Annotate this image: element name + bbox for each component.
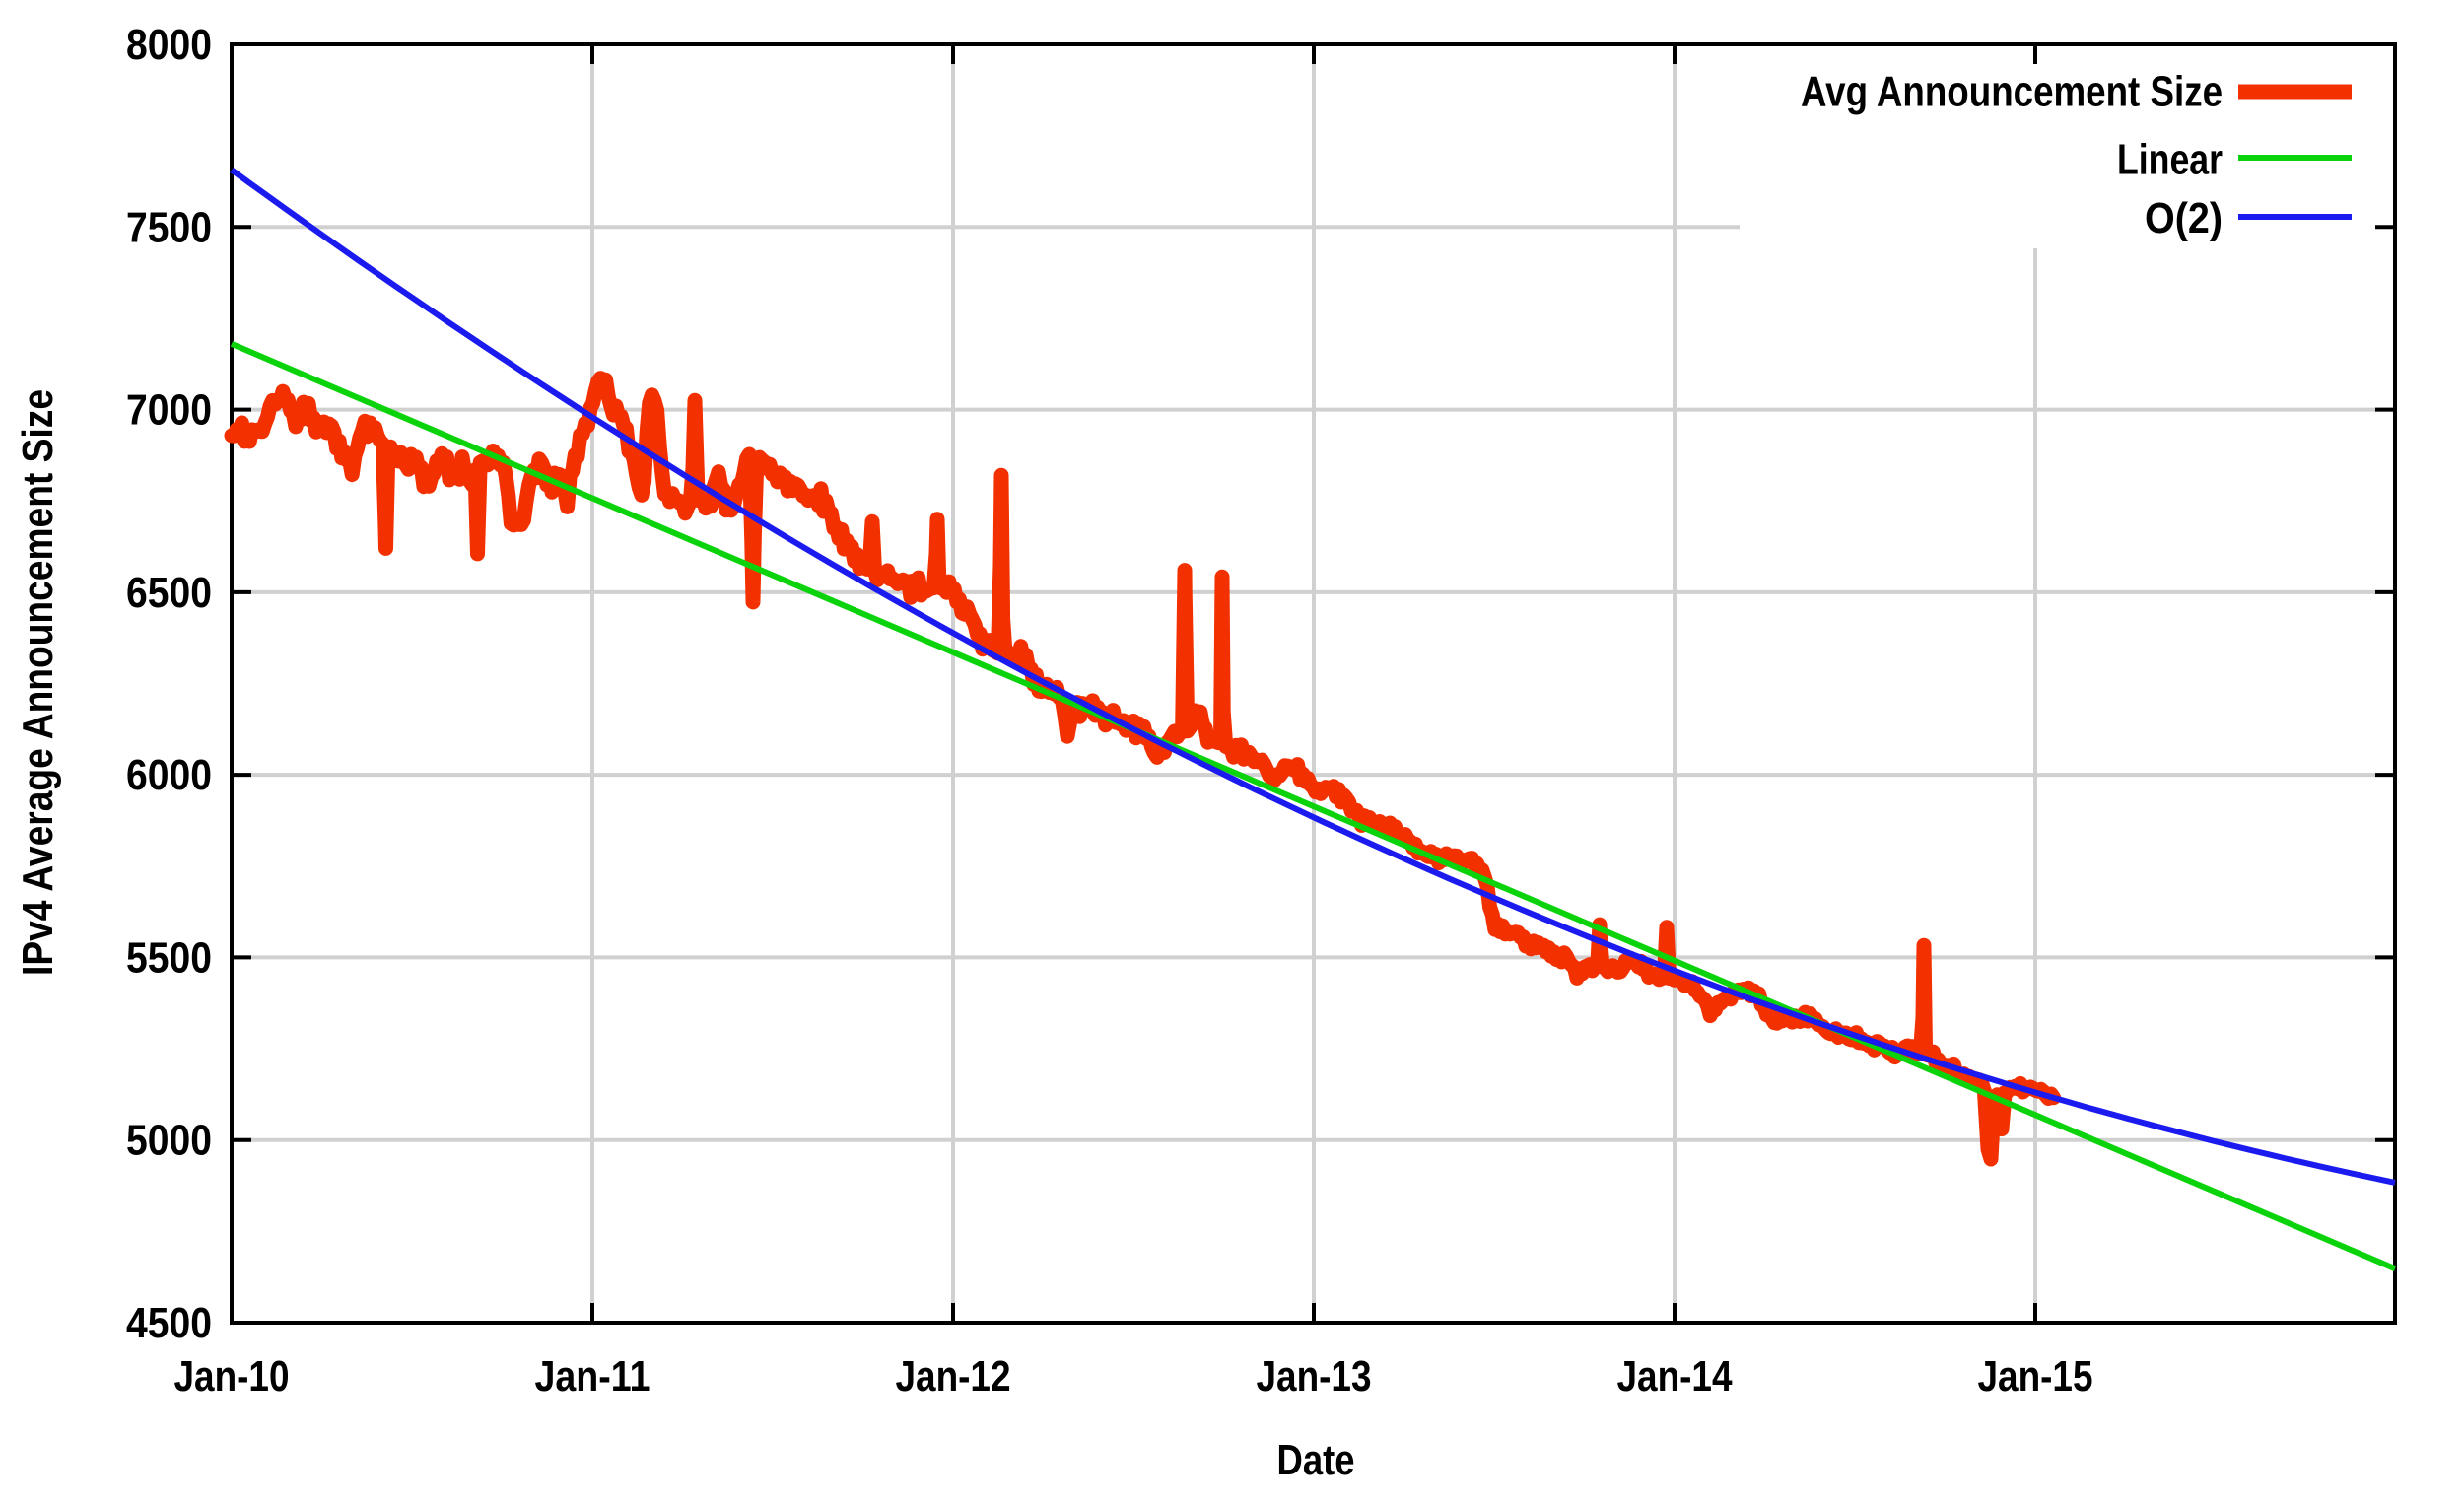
svg-text:Linear: Linear	[2117, 136, 2223, 184]
svg-text:6000: 6000	[126, 751, 212, 799]
svg-text:8000: 8000	[126, 21, 212, 69]
svg-text:O(2): O(2)	[2145, 194, 2223, 242]
svg-text:Jan-14: Jan-14	[1617, 1352, 1733, 1401]
svg-text:Avg Announcement Size: Avg Announcement Size	[1801, 68, 2223, 116]
svg-text:Jan-13: Jan-13	[1257, 1352, 1372, 1401]
svg-text:Jan-12: Jan-12	[896, 1352, 1011, 1401]
svg-text:7000: 7000	[126, 386, 212, 435]
svg-text:Jan-11: Jan-11	[535, 1352, 650, 1401]
svg-text:Date: Date	[1277, 1436, 1355, 1484]
svg-text:4500: 4500	[126, 1299, 212, 1347]
svg-text:Jan-10: Jan-10	[174, 1352, 290, 1401]
svg-text:5500: 5500	[126, 933, 212, 982]
svg-text:IPv4 Average Announcement Size: IPv4 Average Announcement Size	[14, 389, 62, 976]
svg-text:5000: 5000	[126, 1117, 212, 1165]
svg-text:6500: 6500	[126, 569, 212, 617]
svg-text:Jan-15: Jan-15	[1978, 1352, 2093, 1401]
svg-text:7500: 7500	[126, 203, 212, 251]
